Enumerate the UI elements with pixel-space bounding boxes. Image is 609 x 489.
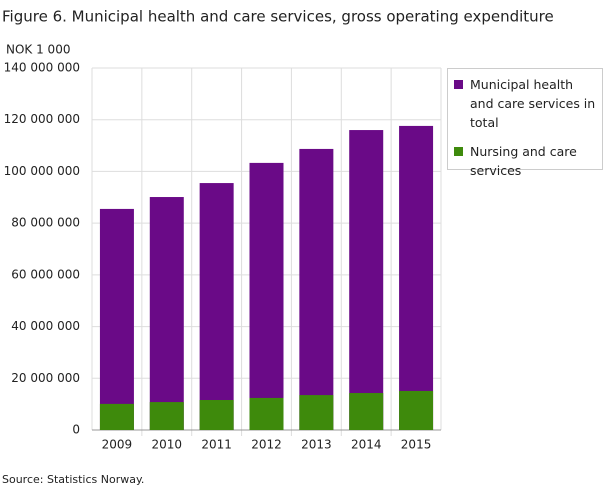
chart-title: Figure 6. Municipal health and care serv… [2, 8, 554, 26]
y-tick-label: 80 000 000 [11, 216, 80, 230]
bar [99, 208, 134, 430]
bar [349, 130, 384, 431]
bar [399, 390, 434, 430]
bar [149, 197, 184, 430]
legend-item: Nursing and care services [454, 142, 596, 180]
bar [249, 397, 284, 430]
x-tick-label: 2010 [152, 438, 183, 452]
bar [149, 402, 184, 430]
y-tick-label: 120 000 000 [4, 112, 80, 126]
y-axis-label: NOK 1 000 [6, 43, 70, 57]
x-tick-label: 2012 [251, 438, 282, 452]
x-tick-label: 2013 [301, 438, 332, 452]
bar [199, 183, 234, 430]
legend-swatch [454, 147, 463, 156]
legend-label: Municipal health and care services in to… [470, 77, 596, 130]
bar [299, 395, 334, 430]
bar [349, 393, 384, 430]
y-tick-label: 100 000 000 [4, 164, 80, 178]
x-tick-label: 2011 [201, 438, 232, 452]
source: Source: Statistics Norway. [2, 473, 144, 486]
legend-swatch [454, 80, 463, 89]
bar [249, 162, 284, 430]
y-tick-label: 140 000 000 [4, 61, 80, 75]
y-tick-label: 60 000 000 [11, 267, 80, 281]
x-tick-label: 2015 [401, 438, 432, 452]
legend-item: Municipal health and care services in to… [454, 75, 596, 132]
y-tick-label: 20 000 000 [11, 371, 80, 385]
y-tick-label: 40 000 000 [11, 319, 80, 333]
legend: Municipal health and care services in to… [447, 68, 603, 178]
legend-label: Nursing and care services [470, 144, 577, 178]
x-tick-label: 2009 [102, 438, 133, 452]
bar [399, 125, 434, 431]
bar [199, 400, 234, 430]
y-tick-label: 0 [72, 423, 80, 437]
bar [99, 403, 134, 430]
x-tick-label: 2014 [351, 438, 382, 452]
bar [299, 148, 334, 430]
